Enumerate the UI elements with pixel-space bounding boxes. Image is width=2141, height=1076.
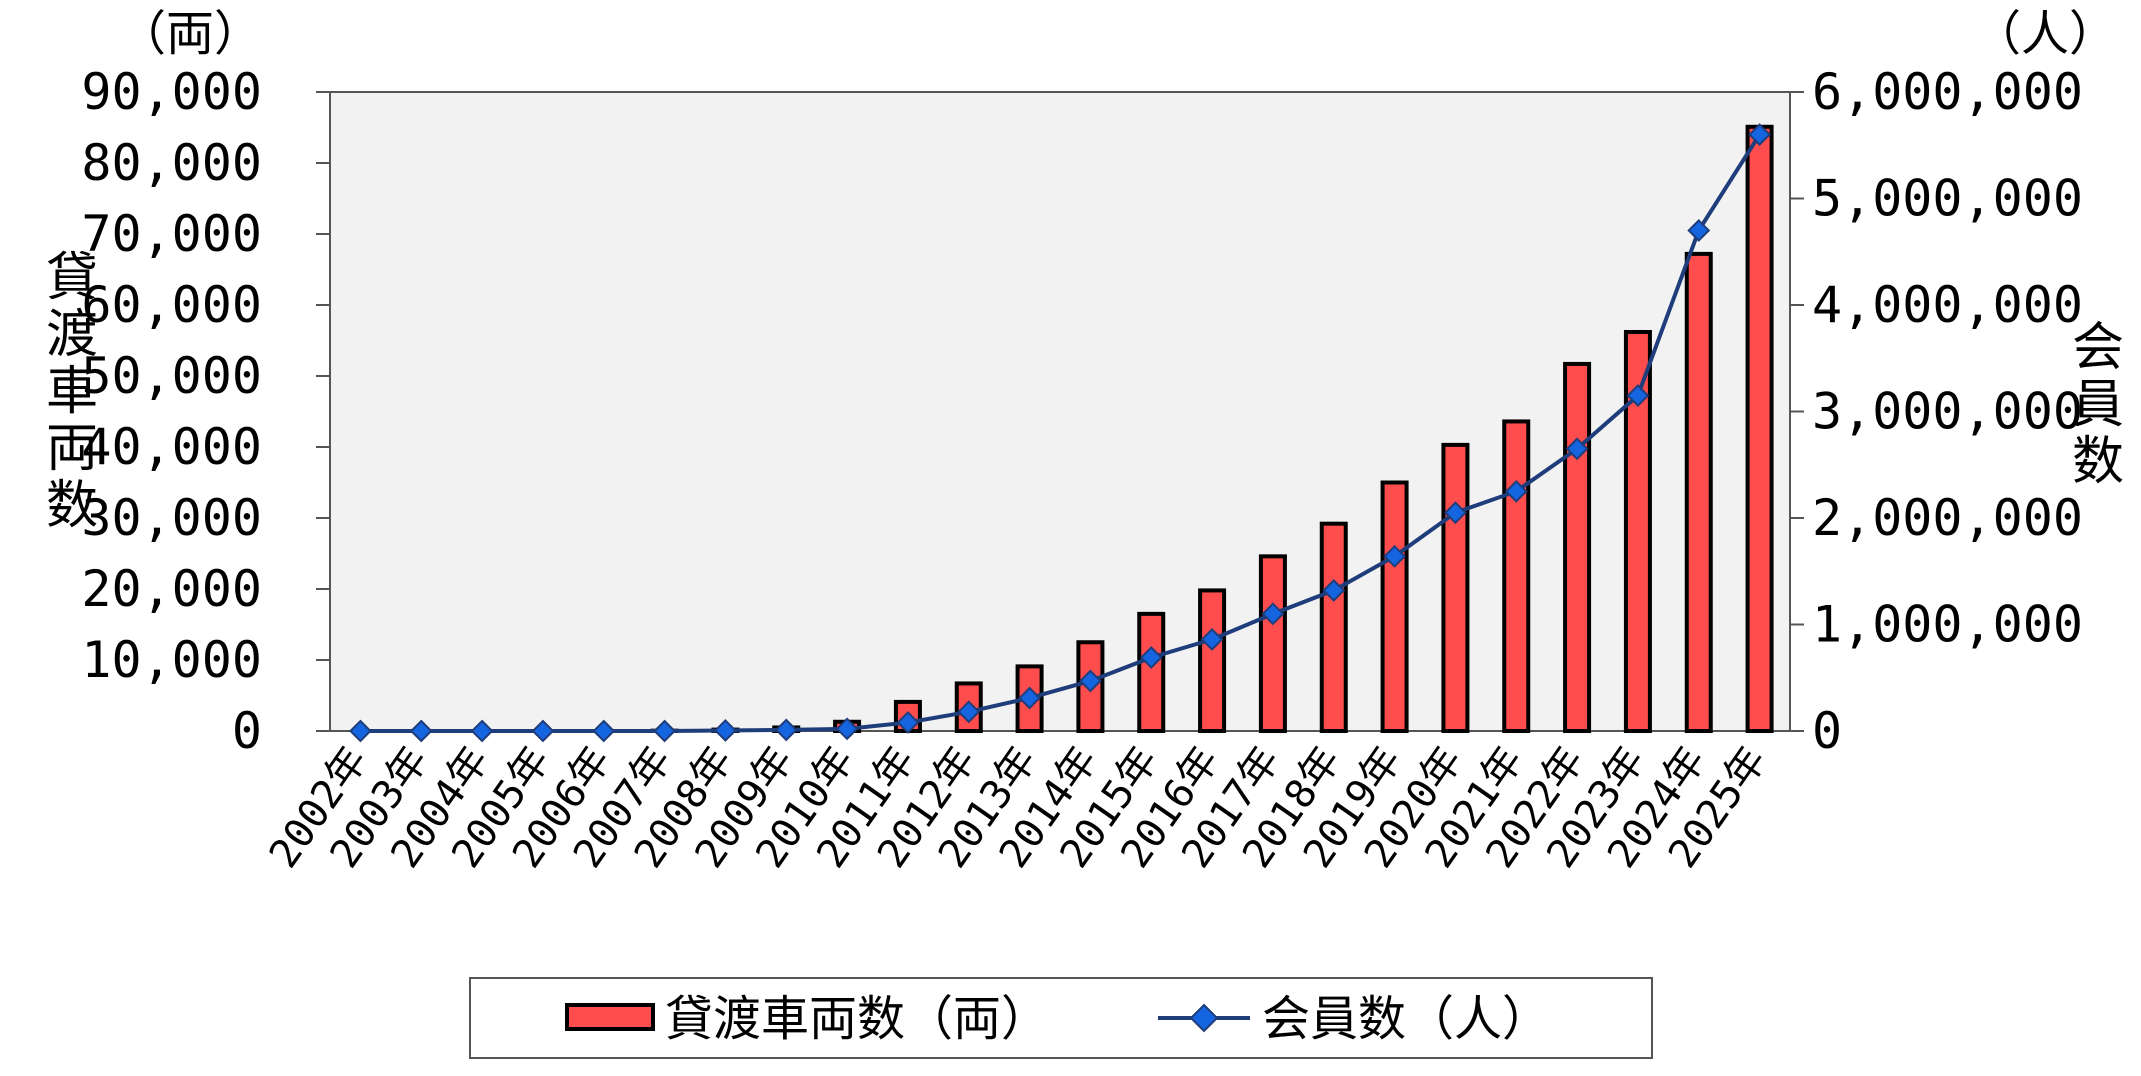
- line-point: [896, 711, 920, 734]
- right-tick-label: 1,000,000: [1812, 596, 2083, 654]
- bar: [1319, 521, 1348, 733]
- line-point: [1322, 579, 1346, 602]
- line-point: [1626, 384, 1650, 407]
- line-point: [714, 719, 737, 742]
- left-tick-label: 10,000: [81, 631, 262, 689]
- line-point: [1687, 219, 1711, 242]
- axis-title-char: 数: [2072, 432, 2124, 492]
- left-tick-label: 60,000: [81, 276, 262, 334]
- right-tick-label: 3,000,000: [1812, 383, 2083, 441]
- axis-title-char: 渡: [46, 305, 98, 365]
- bar-series: [650, 124, 1774, 734]
- plot-area: [329, 91, 1791, 732]
- left-tick-label: 50,000: [81, 347, 262, 405]
- left-tick-label: 70,000: [81, 205, 262, 263]
- axis-title-char: 両: [46, 419, 98, 479]
- bar: [1441, 442, 1470, 733]
- line-point: [592, 719, 616, 743]
- bar: [1137, 611, 1166, 733]
- right-tick-label: 6,000,000: [1812, 63, 2083, 121]
- legend-line-label: 会員数（人）: [1262, 991, 1550, 1047]
- left-tick-label: 40,000: [81, 418, 262, 476]
- axis-title-char: 貸: [46, 248, 98, 308]
- axis-title-char: 会: [2072, 318, 2124, 378]
- right-tick-label: 2,000,000: [1812, 489, 2083, 547]
- legend-bar-label: 貸渡車両数（両）: [665, 991, 1049, 1047]
- legend-box: [469, 977, 1653, 1059]
- line-point: [531, 719, 555, 743]
- line-point: [1079, 669, 1102, 693]
- right-axis-title: 会員数: [2072, 318, 2124, 492]
- left-tick-label: 30,000: [81, 489, 262, 547]
- line-point: [835, 717, 859, 741]
- right-axis-ticks: 0 1,000,000 2,000,000 3,000,000 4,000,000 5,0…: [1790, 63, 2083, 760]
- axis-title-char: 車: [46, 362, 98, 422]
- line-point: [957, 700, 981, 724]
- left-axis-unit: （両）: [118, 6, 262, 62]
- left-tick-label: 20,000: [81, 560, 262, 618]
- bar: [1502, 419, 1531, 733]
- line-point: [349, 719, 372, 743]
- line-point: [1748, 123, 1771, 147]
- bar: [1380, 480, 1409, 733]
- axis-title-char: 員: [2072, 375, 2124, 435]
- legend-bar-swatch: [565, 1003, 655, 1031]
- line-point: [409, 719, 433, 743]
- right-tick-label: 5,000,000: [1812, 170, 2083, 228]
- bar: [1563, 361, 1592, 733]
- line-point: [1504, 479, 1528, 503]
- left-tick-label: 0: [232, 702, 262, 760]
- right-tick-label: 0: [1812, 702, 1842, 760]
- bar: [1745, 124, 1774, 734]
- line-point: [1139, 646, 1163, 669]
- right-tick-label: 4,000,000: [1812, 276, 2083, 334]
- line-point: [1200, 627, 1224, 651]
- line-point: [1261, 602, 1285, 626]
- line-point: [1383, 544, 1406, 568]
- left-axis-ticks: 0 10,000 20,000 30,000 40,000 50,000 60,000 70,…: [81, 63, 330, 760]
- left-tick-label: 90,000: [81, 63, 262, 121]
- left-tick-label: 80,000: [81, 134, 262, 192]
- axis-title-char: 数: [46, 476, 98, 536]
- line-series: [349, 123, 1771, 743]
- left-axis-title: 貸渡車両数: [46, 248, 98, 536]
- line-point: [1018, 686, 1041, 710]
- bar: [1258, 554, 1287, 734]
- line-point: [653, 719, 676, 743]
- line-point: [1565, 437, 1589, 461]
- line-point: [1444, 501, 1467, 525]
- legend-line-marker: [1189, 1003, 1219, 1033]
- legend: 貸渡車両数（両） 会員数（人）: [469, 977, 1653, 1059]
- bar: [1684, 251, 1713, 733]
- x-axis-ticks: 2002年2003年2004年2005年2006年2007年2008年2009年…: [261, 738, 1776, 876]
- right-axis-unit: （人）: [1973, 6, 2117, 62]
- line-point: [774, 718, 798, 742]
- bar: [1198, 588, 1227, 733]
- line-point: [470, 719, 494, 743]
